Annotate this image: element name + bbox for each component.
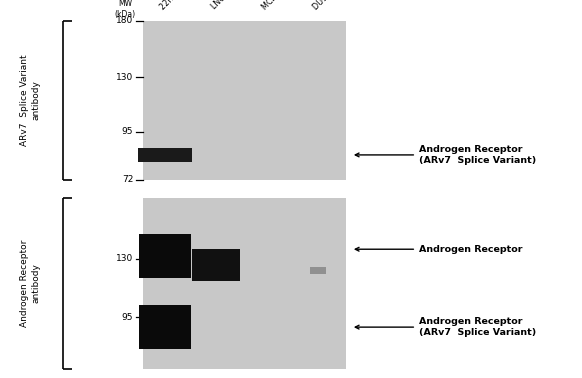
Text: LNCap (AR +, ARv7 -): LNCap (AR +, ARv7 -)	[210, 0, 276, 11]
Text: 95: 95	[122, 127, 133, 136]
Text: Androgen Receptor
(ARv7  Splice Variant): Androgen Receptor (ARv7 Splice Variant)	[355, 318, 536, 337]
Bar	[143, 21, 346, 180]
Text: Androgen Receptor: Androgen Receptor	[355, 245, 523, 254]
Bar	[139, 305, 190, 349]
Text: Androgen Receptor
(ARv7  Splice Variant): Androgen Receptor (ARv7 Splice Variant)	[355, 145, 536, 164]
Text: MW
(kDa): MW (kDa)	[115, 0, 136, 19]
Bar	[143, 198, 346, 369]
Bar	[139, 234, 190, 278]
Text: 22RV1 (AR +, ARv7 +): 22RV1 (AR +, ARv7 +)	[159, 0, 228, 11]
Text: DU145 (AR -): DU145 (AR -)	[311, 0, 354, 11]
Bar	[192, 249, 240, 281]
Text: 180: 180	[116, 16, 133, 25]
Text: 130: 130	[116, 254, 133, 263]
Text: 72: 72	[122, 175, 133, 184]
Text: 95: 95	[122, 313, 133, 322]
Text: 130: 130	[116, 73, 133, 82]
Text: MCF-7 (AR -): MCF-7 (AR -)	[261, 0, 302, 11]
Bar	[139, 148, 192, 162]
Bar	[310, 267, 326, 274]
Text: Androgen Receptor
antibody: Androgen Receptor antibody	[20, 240, 41, 327]
Text: ARv7  Splice Variant
antibody: ARv7 Splice Variant antibody	[20, 54, 41, 146]
